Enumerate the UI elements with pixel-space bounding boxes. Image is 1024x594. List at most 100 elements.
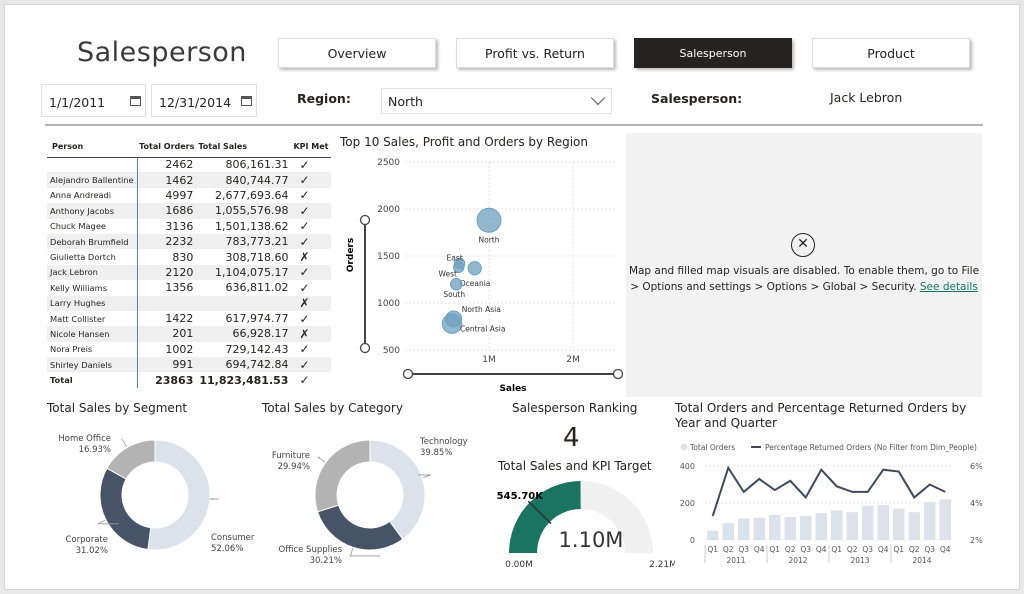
kpi-cell: ✓: [291, 264, 331, 281]
calendar-icon[interactable]: [241, 96, 252, 106]
quarter-label: Q2: [785, 545, 796, 554]
region-dropdown[interactable]: North: [381, 88, 612, 114]
sales-cell: 636,811.02: [225, 281, 289, 295]
orders-cell: 4997: [165, 188, 194, 202]
x-axis-label: Sales: [499, 384, 526, 394]
orders-cell: 201: [137, 326, 197, 342]
orders-bar: [722, 523, 734, 540]
point-label: Central Asia: [460, 325, 505, 334]
kpi-cell: ✗: [299, 250, 310, 265]
nav-overview-button[interactable]: Overview: [278, 38, 436, 68]
table-row[interactable]: Nora Preis 1002 729,142.43 ✓: [47, 341, 331, 358]
orders-cell: 2232: [137, 233, 197, 250]
person-cell: Jack Lebron: [47, 264, 138, 281]
orders-cell: 991: [137, 357, 197, 373]
quarter-label: Q1: [769, 545, 780, 554]
person-cell: Total: [47, 372, 138, 388]
quarter-label: Q1: [831, 545, 842, 554]
quarter-label: Q4: [940, 545, 951, 554]
orders-cell: [137, 295, 197, 311]
kpi-cell: ✓: [299, 157, 310, 172]
table-row[interactable]: Jack Lebron 2120 1,104,075.17 ✓: [47, 264, 331, 281]
y-tick-label: 1500: [377, 252, 400, 262]
calendar-icon[interactable]: [130, 96, 141, 106]
table-row[interactable]: Larry Hughes ✗: [47, 295, 331, 311]
sales-cell: 1,104,075.17: [196, 264, 292, 281]
year-label: 2013: [850, 556, 869, 565]
sales-cell: 694,742.84: [196, 357, 292, 373]
table-row[interactable]: Matt Collister 1422 617,974.77 ✓: [47, 310, 331, 327]
orders-bar: [815, 513, 827, 540]
leader-line: [349, 548, 380, 557]
end-date-input[interactable]: 12/31/2014: [151, 84, 257, 117]
kpi-cell: ✓: [299, 188, 310, 203]
col-header-person[interactable]: Person: [47, 137, 138, 158]
year-label: 2014: [912, 556, 931, 565]
leader-line: [121, 439, 127, 447]
table-row[interactable]: Alejandro Ballentine 1462 840,744.77 ✓: [47, 172, 331, 188]
donut-slice: [147, 439, 211, 551]
sales-cell: 66,928.17: [196, 326, 292, 342]
table-row[interactable]: 2462 806,161.31 ✓: [47, 157, 331, 173]
slice-label: Consumer: [211, 533, 255, 543]
scatter-chart-title: Top 10 Sales, Profit and Orders by Regio…: [340, 135, 589, 149]
table-total-row[interactable]: Total 23863 11,823,481.53 ✓: [47, 372, 331, 388]
slice-value: 16.93%: [79, 445, 111, 455]
kpi-cell: ✓: [299, 342, 310, 357]
orders-bar: [707, 530, 719, 540]
orders-bar: [800, 515, 812, 540]
scatter-point: [450, 278, 463, 291]
sales-cell: 308,718.60: [225, 250, 289, 264]
kpi-cell: ✓: [291, 233, 331, 250]
table-row[interactable]: Nicole Hansen 201 66,928.17 ✗: [47, 326, 331, 342]
year-label: 2011: [726, 556, 745, 565]
scatter-point: [441, 313, 463, 334]
donut-slice: [369, 439, 426, 540]
table-row[interactable]: Shirley Daniels 991 694,742.84 ✓: [47, 357, 331, 373]
table-row[interactable]: Anna Andreadi 4997 2,677,693.64 ✓: [47, 187, 331, 204]
orders-bar: [862, 505, 874, 540]
point-label: North: [479, 235, 500, 244]
quarter-label: Q4: [878, 545, 889, 554]
kpi-cell: ✓: [299, 311, 310, 326]
nav-product-button[interactable]: Product: [812, 38, 970, 68]
nav-salesperson-button[interactable]: Salesperson: [634, 38, 792, 68]
gauge-title: Total Sales and KPI Target: [498, 459, 652, 473]
nav-profit-return-button[interactable]: Profit vs. Return: [456, 38, 614, 68]
col-header-orders[interactable]: Total Orders: [137, 137, 197, 158]
chevron-down-icon[interactable]: [590, 90, 606, 106]
person-cell: Alejandro Ballentine: [47, 172, 138, 188]
leader-line: [97, 519, 119, 525]
legend-marker: [680, 443, 688, 451]
slice-label: Corporate: [66, 535, 109, 545]
leader-line: [418, 474, 431, 478]
start-date-input[interactable]: 1/1/2011: [41, 84, 146, 117]
col-header-kpi[interactable]: KPI Met: [291, 137, 331, 158]
col-header-sales[interactable]: Total Sales: [196, 137, 292, 158]
orders-cell: 2462: [165, 158, 194, 172]
combo-chart-title: Total Orders and Percentage Returned Ord…: [675, 401, 967, 430]
orders-bar: [784, 516, 796, 540]
quarter-label: Q4: [816, 545, 827, 554]
donut-slice: [314, 439, 371, 513]
y-slider-handle: [359, 214, 371, 226]
y2-tick-label: 2%: [970, 536, 983, 545]
gauge-target-label: 545.70K: [497, 491, 545, 502]
y-axis-label: Orders: [346, 238, 356, 272]
y-tick-label: 2500: [377, 158, 400, 168]
table-row[interactable]: Chuck Magee 3136 1,501,138.62 ✓: [47, 218, 331, 234]
table-row[interactable]: Kelly Williams 1356 636,811.02 ✓: [47, 280, 331, 296]
orders-bar: [877, 504, 889, 540]
quarter-label: Q3: [738, 545, 749, 554]
table-row[interactable]: Anthony Jacobs 1686 1,055,576.98 ✓: [47, 203, 331, 219]
table-row[interactable]: Deborah Brumfield 2232 783,773.21 ✓: [47, 233, 331, 250]
orders-bar: [846, 512, 858, 540]
salesperson-table: Person Total Orders Total Sales KPI Met …: [47, 137, 331, 388]
slice-label: Home Office: [58, 434, 111, 444]
person-cell: Nicole Hansen: [47, 326, 138, 342]
table-row[interactable]: Giulietta Dortch 830 308,718.60 ✗: [47, 249, 331, 265]
region-value: North: [388, 94, 423, 109]
see-details-link[interactable]: See details: [919, 281, 978, 293]
slice-label: Office Supplies: [279, 545, 343, 555]
